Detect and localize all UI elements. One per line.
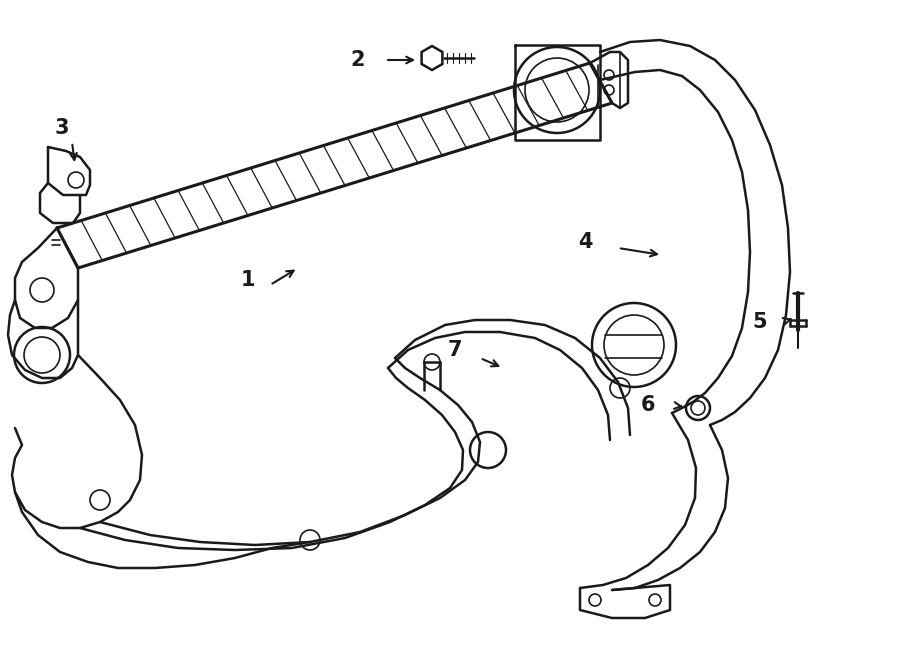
Text: 1: 1	[241, 270, 256, 290]
Text: 7: 7	[448, 340, 463, 360]
Text: 5: 5	[752, 312, 768, 332]
Text: 6: 6	[641, 395, 655, 415]
Text: 3: 3	[55, 118, 69, 138]
Text: 4: 4	[578, 232, 592, 252]
Text: 2: 2	[351, 50, 365, 70]
Circle shape	[470, 432, 506, 468]
